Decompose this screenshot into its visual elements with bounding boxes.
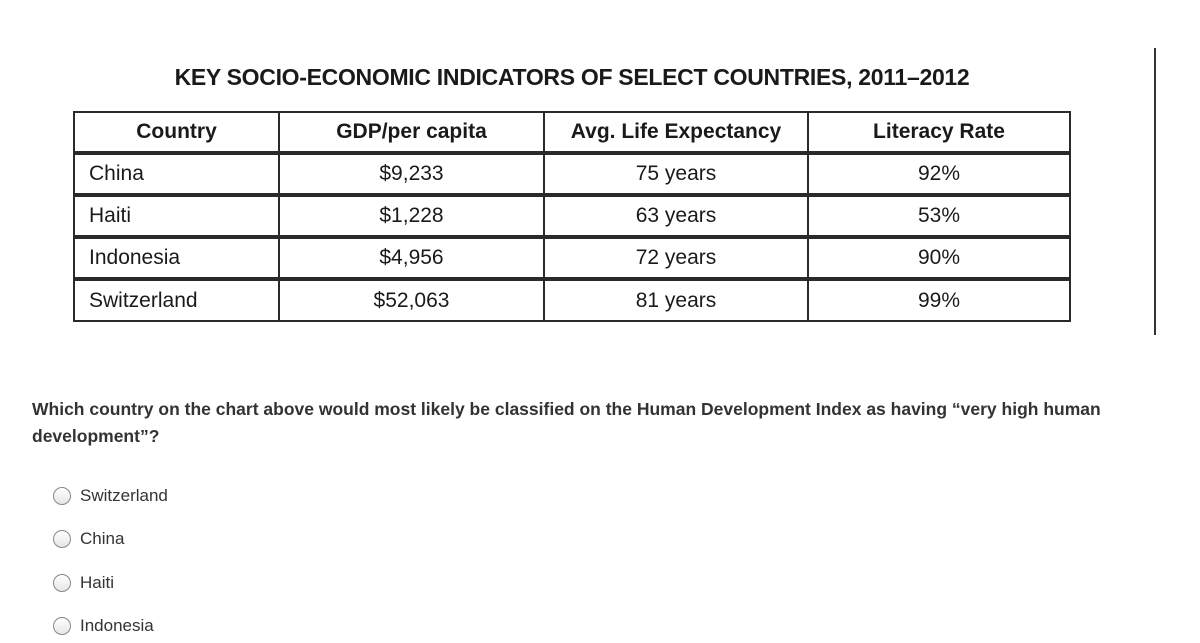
table-title: KEY SOCIO-ECONOMIC INDICATORS OF SELECT … (174, 64, 970, 90)
table-cell: $52,063 (278, 281, 543, 320)
table-cell: $4,956 (278, 239, 543, 277)
table-cell: 63 years (543, 197, 807, 235)
table-cell: 75 years (543, 155, 807, 193)
table-cell: Haiti (89, 204, 132, 227)
header-cell: GDP/per capita (278, 113, 543, 151)
table-cell: 72 years (543, 239, 807, 277)
option[interactable]: Switzerland (53, 486, 168, 506)
option[interactable]: Haiti (53, 573, 114, 593)
table-cell: 53% (807, 197, 1069, 235)
table-cell: 92% (807, 155, 1069, 193)
table-cell: $9,233 (278, 155, 543, 193)
header-cell: Avg. Life Expectancy (543, 113, 807, 151)
radio-button[interactable] (53, 530, 71, 548)
table-cell: $1,228 (278, 197, 543, 235)
question-text: Which country on the chart above would m… (32, 399, 1101, 446)
table-cell: Indonesia (89, 246, 181, 269)
table-row: Indonesia $4,956 72 years 90% (73, 237, 1071, 279)
header-cell: Country (136, 120, 217, 143)
divider (1154, 48, 1156, 335)
table-cell: 81 years (543, 281, 807, 320)
option[interactable]: China (53, 529, 124, 549)
table-cell: Switzerland (89, 288, 198, 312)
option-label[interactable]: Switzerland (80, 486, 168, 505)
table-cell: China (89, 162, 144, 185)
table-header: Country GDP/per capita Avg. Life Expectanc… (73, 111, 1071, 153)
header-cell: Literacy Rate (807, 113, 1069, 151)
option-label[interactable]: China (80, 529, 125, 548)
radio-button[interactable] (53, 487, 71, 505)
table-row: Switzerland $52,063 81 years 99% (73, 279, 1071, 322)
option-label[interactable]: Haiti (80, 573, 115, 592)
option-label[interactable]: Indonesia (80, 616, 154, 635)
table-row: China $9,233 75 years 92% (73, 153, 1071, 195)
table-cell: 99% (807, 281, 1069, 320)
table-row: Haiti $1,228 63 years 53% (73, 195, 1071, 237)
radio-button[interactable] (53, 617, 71, 635)
option[interactable]: Indonesia (53, 616, 154, 636)
table-cell: 90% (807, 239, 1069, 277)
radio-button[interactable] (53, 574, 71, 592)
